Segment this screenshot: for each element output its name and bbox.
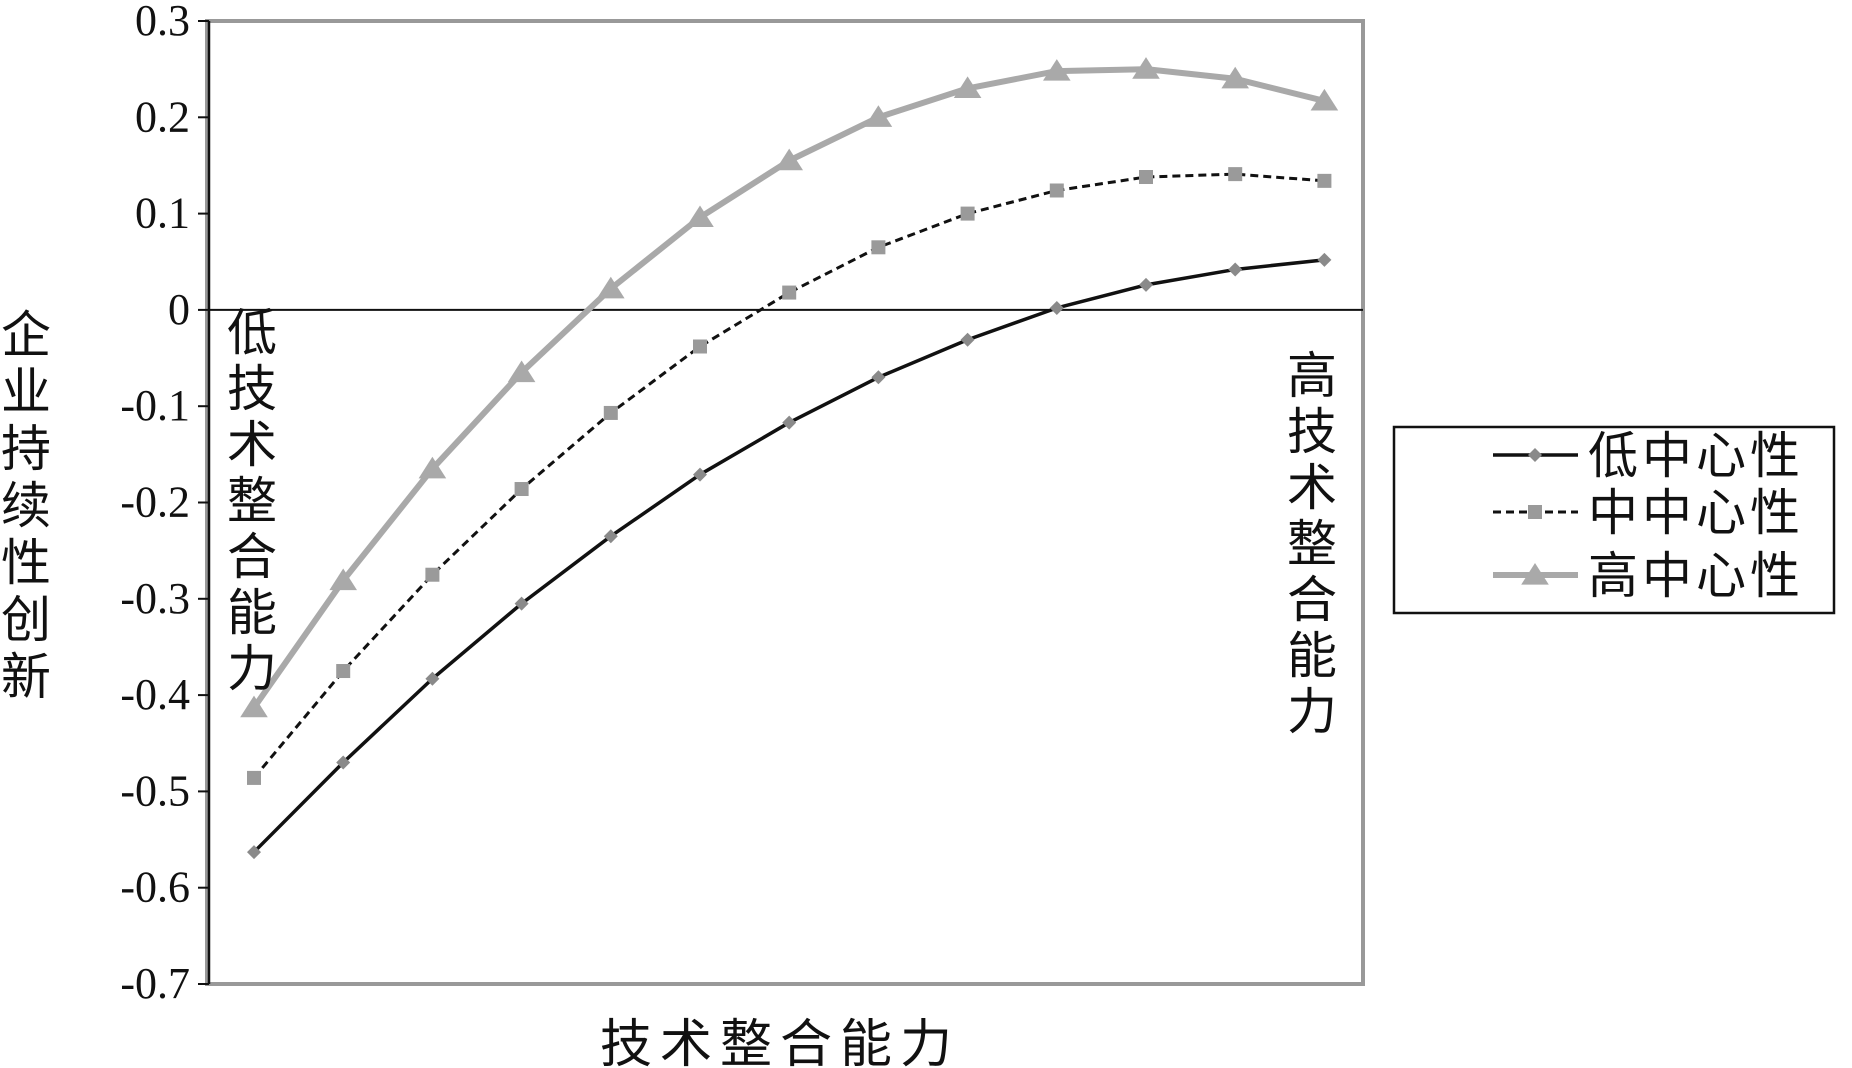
y-tick-label: 0.3	[135, 0, 190, 45]
data-point	[1049, 300, 1064, 315]
data-point	[864, 105, 893, 127]
y-tick-label: -0.4	[120, 670, 190, 719]
legend-label: 低中心性	[1588, 427, 1804, 485]
data-point	[425, 567, 440, 582]
y-tick-label: -0.2	[120, 478, 190, 527]
data-point	[693, 339, 707, 354]
data-point	[1132, 57, 1160, 79]
data-point	[871, 370, 886, 385]
data-point	[603, 405, 618, 420]
data-point	[514, 482, 529, 497]
annotation-high: 高技术整合能力	[1287, 347, 1337, 741]
data-point	[247, 770, 261, 785]
data-point	[871, 240, 886, 255]
data-point	[418, 456, 447, 479]
legend-label: 高中心性	[1588, 547, 1804, 605]
legend-item: 高中心性	[1493, 547, 1804, 605]
series-2	[247, 167, 1332, 785]
legend-marker	[1521, 563, 1549, 585]
annotation-low: 低技术整合能力	[227, 304, 277, 698]
data-point	[686, 205, 714, 228]
data-point	[782, 415, 797, 430]
y-tick-label: -0.7	[120, 959, 190, 1008]
legend-item: 低中心性	[1493, 427, 1804, 485]
data-point	[1221, 66, 1249, 89]
y-tick-label: -0.1	[120, 381, 190, 430]
y-tick-label: -0.5	[120, 766, 190, 815]
legend-marker	[1528, 505, 1542, 519]
legend-marker	[1528, 448, 1542, 462]
x-axis-label: 技术整合能力	[600, 1015, 960, 1068]
data-point	[247, 845, 261, 860]
legend-box	[1392, 425, 1836, 615]
series-layer	[240, 57, 1339, 860]
data-point	[507, 360, 536, 383]
data-point	[1228, 167, 1243, 182]
series-line	[252, 258, 1325, 854]
data-point	[953, 76, 982, 99]
y-axis-label: 企业持续性创新	[1, 306, 51, 706]
data-point	[775, 148, 803, 171]
series-1	[247, 252, 1332, 860]
series-line	[252, 172, 1325, 779]
data-point	[693, 467, 707, 482]
y-tick-label: -0.3	[120, 574, 190, 623]
data-point	[960, 206, 975, 221]
y-tick-label: 0.2	[135, 92, 190, 141]
y-tick-label: -0.6	[120, 863, 190, 912]
data-point	[603, 529, 618, 544]
legend-item: 中中心性	[1493, 484, 1804, 542]
data-point	[425, 671, 440, 686]
data-point	[597, 276, 625, 299]
data-point	[1139, 170, 1153, 185]
y-axis-ticks: 0.3 0.2 0.1 0 -0.1 -0.2 -0.3 -0.4 -0.5 -0.6 -0.7	[120, 0, 209, 1008]
data-point	[1317, 252, 1332, 267]
data-point	[960, 332, 975, 347]
legend-label: 中中心性	[1588, 484, 1804, 542]
data-point	[336, 664, 351, 679]
data-point	[1228, 262, 1243, 277]
y-tick-label: 0	[168, 285, 190, 334]
y-tick-label: 0.1	[135, 189, 190, 238]
data-point	[240, 695, 268, 718]
data-point	[1043, 59, 1071, 81]
data-point	[1049, 183, 1064, 198]
data-point	[514, 596, 529, 611]
data-point	[329, 568, 357, 591]
data-point	[782, 285, 797, 300]
data-point	[1139, 277, 1153, 292]
data-point	[1317, 173, 1332, 188]
data-point	[1310, 88, 1339, 111]
series-3	[240, 57, 1339, 718]
data-point	[336, 755, 351, 770]
